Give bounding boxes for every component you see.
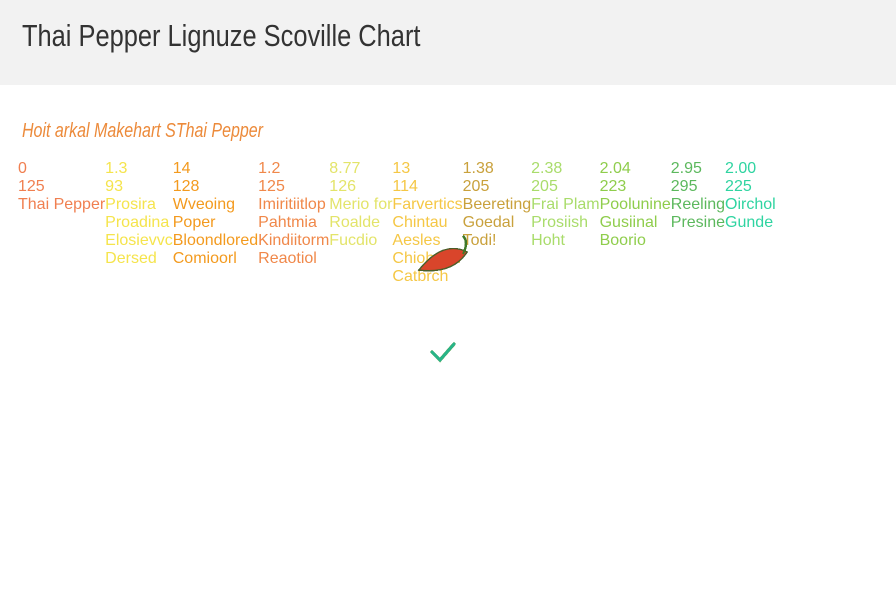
label: Oirchol Gunde [725, 196, 776, 232]
label-line: Kindiitorm [258, 232, 330, 249]
bottom-value: 114 [392, 178, 418, 195]
bottom-value: 223 [599, 178, 627, 195]
top-value: 1.3 [105, 160, 128, 177]
column: 2.95 295 Reeling Presine [417, 160, 725, 600]
label-line: Reaotiol [258, 250, 317, 267]
top-value: 0 [18, 160, 27, 177]
column: 14 128 Wveoing Poper Bloondlored Comioorl [172, 160, 468, 600]
label-line: Frai Plam [531, 196, 600, 213]
header: Thai Pepper Lignuze Scoville Chart [0, 0, 896, 85]
top-value: 13 [392, 160, 411, 177]
top-value: 2.95 [670, 160, 702, 177]
label-line: Oirchol [725, 196, 776, 213]
label-line: Prosira [105, 196, 156, 213]
label-line: Boorio [599, 232, 646, 249]
label-line: Farvertics [392, 196, 463, 213]
label: Wveoing Poper Bloondlored Comioorl [173, 196, 258, 268]
columns: 0 125 Thai Pepper 1.3 93 Prosira Proadina Elosi… [18, 160, 868, 600]
label-line: Goedal [462, 214, 515, 231]
bottom-value: 128 [172, 178, 200, 195]
pepper-stem [462, 235, 467, 255]
top-value: 1.38 [462, 160, 494, 177]
label-line: Presine [670, 214, 726, 231]
label-line: Imiritiitlop [258, 196, 326, 213]
label-line: Bloondlored [172, 232, 259, 249]
column: 0 125 Thai Pepper [18, 160, 468, 600]
label-line: Aesles [392, 232, 441, 249]
column: 2.00 225 Oirchol Gunde [417, 160, 776, 600]
label: Beereting Goedal Todi! [463, 196, 532, 250]
bottom-value: 205 [462, 178, 490, 195]
bottom-value: 93 [105, 178, 123, 195]
label-line: Chintau [392, 214, 448, 231]
bottom-value: 125 [258, 178, 285, 195]
check-mark [430, 342, 456, 363]
label-line: Prosiish [531, 214, 589, 231]
label-line: Gusiinal [599, 214, 658, 231]
bottom-value: 225 [725, 178, 752, 195]
column: 1.2 125 Imiritiitlop Pahtmia Kindiitorm Reaot… [258, 160, 468, 600]
label-line: Wveoing [172, 196, 235, 213]
label-line: Elosievvc [105, 232, 173, 249]
title: Thai Pepper Lignuze Scoville Chart [22, 18, 421, 53]
top-value: 1.2 [258, 160, 281, 177]
label: Frai Plam Prosiish Hoht [531, 196, 599, 250]
bottom-value: 126 [329, 178, 356, 195]
label-line: Hoht [531, 232, 565, 249]
label: Imiritiitlop Pahtmia Kindiitorm Reaotiol [258, 196, 329, 268]
label: Thai Pepper [18, 196, 105, 214]
label-line: Thai Pepper [18, 196, 106, 213]
label-line: Catbrch [392, 268, 449, 285]
top-value: 14 [172, 160, 191, 177]
top-value: 8.77 [329, 160, 361, 177]
label-line: Poper [172, 214, 216, 231]
label-line: Todi! [462, 232, 497, 249]
label-line: Roalde [329, 214, 380, 231]
label-line: Reeling [670, 196, 726, 213]
check-path [430, 342, 456, 363]
label: Reeling Presine [671, 196, 725, 232]
pepper-shape [417, 248, 468, 272]
bottom-value: 205 [531, 178, 558, 195]
label: Prosira Proadina Elosievvc Dersed [105, 196, 173, 268]
column: 8.77 126 Merio for Roalde Fucdio [329, 160, 468, 600]
column: 1.38 205 Beereting Goedal Todi! [417, 160, 532, 600]
column: 2.38 205 Frai Plam Prosiish Hoht [417, 160, 600, 600]
bottom-value: 295 [670, 178, 698, 195]
label-line: Dersed [105, 250, 157, 267]
top-value: 2.04 [599, 160, 631, 177]
label-line: Beereting [462, 196, 532, 213]
label-line: Poolunine [599, 196, 671, 213]
label-line: Fucdio [329, 232, 378, 249]
label-line: Proadina [105, 214, 170, 231]
column: 2.04 223 Poolunine Gusiinal Boorio [417, 160, 671, 600]
top-value: 2.00 [725, 160, 757, 177]
column: 1.3 93 Prosira Proadina Elosievvc Dersed [105, 160, 468, 600]
top-value: 2.38 [531, 160, 563, 177]
label-line: Pahtmia [258, 214, 317, 231]
column: 13 114 Farvertics Chintau Aesles Chiohonn Catb… [392, 160, 468, 600]
subtitle: Hoit arkal Makehart SThai Pepper [22, 120, 263, 142]
label: Poolunine Gusiinal Boorio [600, 196, 671, 250]
label: Merio for Roalde Fucdio [329, 196, 392, 250]
pepper-icon [417, 235, 468, 272]
label-line: Comioorl [172, 250, 237, 267]
bottom-value: 125 [18, 178, 45, 195]
label-line: Merio for [329, 196, 393, 213]
label-line: Gunde [725, 214, 774, 231]
